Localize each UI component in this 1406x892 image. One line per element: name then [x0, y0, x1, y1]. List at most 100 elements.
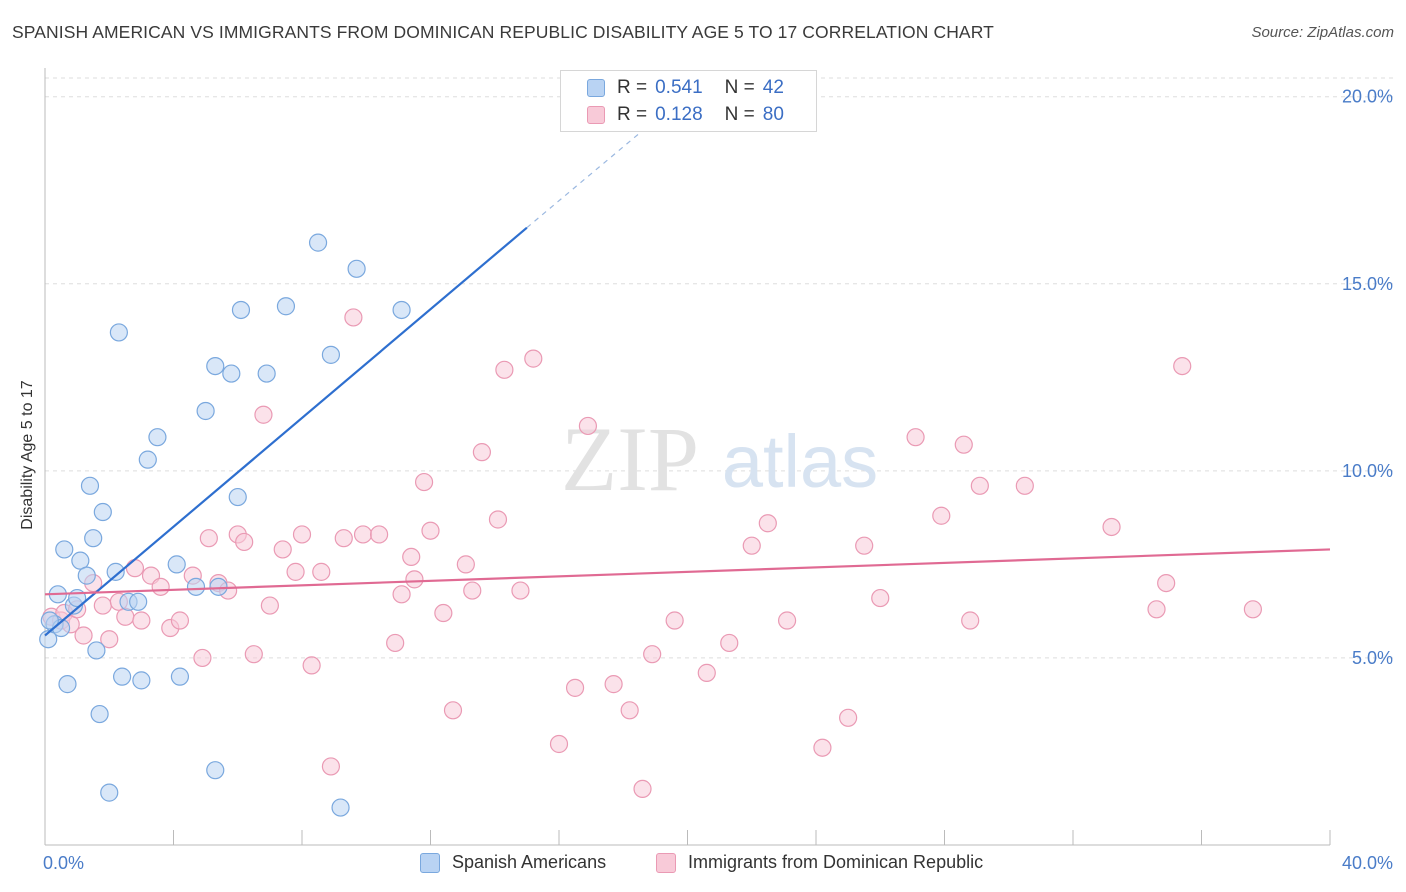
dominican-point — [511, 581, 530, 600]
dominican-point — [488, 510, 508, 529]
dominican-point — [970, 476, 989, 495]
dominican-point — [456, 555, 475, 574]
dominican-point — [665, 611, 684, 630]
legend-r-label: R = — [617, 77, 648, 98]
spanish-point — [87, 641, 106, 660]
dominican-point — [1157, 573, 1176, 593]
dominican-point — [170, 611, 190, 630]
y-tick-label: 10.0% — [1342, 461, 1393, 481]
series-spanish-points — [39, 233, 411, 817]
spanish-point — [206, 356, 225, 376]
legend-label-spanish: Spanish Americans — [452, 852, 607, 872]
tick-labels: 5.0% 10.0% 15.0% 20.0% 0.0% 40.0% — [43, 87, 1393, 873]
series-dominican-points — [42, 308, 1263, 798]
legend-row-dominican: R = 0.128 N = 80 — [587, 103, 784, 127]
dominican-point — [633, 779, 652, 798]
spanish-point — [129, 592, 148, 611]
legend-n-label: N = — [724, 77, 755, 98]
dominican-point — [100, 630, 119, 649]
legend-n-value: 42 — [762, 77, 784, 98]
legend-item-dominican[interactable]: Immigrants from Dominican Republic — [656, 852, 983, 873]
dominican-point — [421, 521, 440, 540]
dominican-point — [392, 585, 411, 604]
dominican-point — [954, 435, 973, 454]
dominican-point — [286, 562, 305, 581]
dominican-point — [443, 701, 463, 720]
dominican-point — [777, 611, 797, 630]
dominican-point — [1173, 356, 1192, 376]
dominican-point — [1243, 600, 1263, 619]
source-label: Source: ZipAtlas.com — [1251, 24, 1394, 41]
y-tick-label: 20.0% — [1342, 87, 1393, 107]
spanish-point — [71, 551, 90, 570]
dominican-point — [906, 428, 925, 447]
dominican-point — [244, 645, 263, 664]
y-tick-label: 5.0% — [1352, 648, 1393, 668]
legend-r-value: 0.541 — [655, 77, 703, 98]
spanish-point — [196, 401, 215, 421]
dominican-point — [604, 675, 623, 694]
spanish-point — [331, 798, 350, 817]
spanish-point — [170, 667, 190, 686]
dominican-point — [193, 648, 212, 668]
dominican-point — [932, 506, 951, 525]
spanish-point — [58, 675, 77, 694]
dominican-point — [839, 708, 858, 727]
legend-r-value: 0.128 — [655, 104, 703, 125]
spanish-trend-line — [44, 226, 528, 637]
dominican-point — [370, 525, 389, 544]
dominican-point — [434, 603, 453, 623]
dominican-point — [643, 645, 662, 664]
dominican-point — [260, 596, 279, 615]
legend-swatch-blue — [420, 852, 440, 873]
legend-item-spanish[interactable]: Spanish Americans — [420, 852, 606, 873]
spanish-point — [132, 671, 151, 690]
dominican-point — [386, 633, 405, 653]
legend-swatch-pink — [656, 852, 676, 873]
trend-lines — [44, 92, 1331, 637]
dominican-point — [402, 547, 421, 567]
dominican-point — [344, 308, 363, 327]
dominican-point — [116, 607, 135, 626]
dominican-point — [549, 734, 569, 754]
y-tick-label: 15.0% — [1342, 274, 1393, 294]
spanish-point — [228, 487, 247, 507]
spanish-point — [90, 704, 109, 724]
dominican-point — [125, 559, 145, 578]
spanish-point — [392, 300, 411, 320]
series-legend: Spanish Americans Immigrants from Domini… — [0, 852, 1406, 878]
legend-label-dominican: Immigrants from Dominican Republic — [688, 852, 984, 872]
spanish-point — [106, 562, 125, 581]
dominican-point — [742, 536, 761, 555]
spanish-point — [209, 577, 228, 596]
dominican-point — [254, 405, 273, 424]
x-tick-label: 0.0% — [43, 853, 84, 873]
dominican-point — [871, 588, 890, 608]
spanish-point — [39, 630, 58, 649]
dominican-point — [132, 611, 151, 630]
spanish-point — [167, 555, 186, 574]
correlation-legend: R = 0.541 N = 42 R = 0.128 N = 80 — [560, 70, 817, 132]
spanish-point — [257, 364, 276, 383]
spanish-point — [55, 540, 74, 559]
dominican-point — [312, 562, 331, 581]
dominican-point — [1102, 517, 1121, 537]
spanish-point — [40, 611, 59, 630]
y-axis-label: Disability Age 5 to 17 — [19, 380, 36, 530]
spanish-point — [100, 783, 119, 802]
legend-swatch-pink — [587, 106, 605, 124]
dominican-point — [565, 678, 585, 697]
spanish-point — [347, 259, 366, 278]
spanish-point — [321, 345, 341, 364]
dominican-point — [697, 663, 716, 682]
spanish-point — [77, 566, 96, 585]
dominican-point — [463, 581, 482, 600]
chart-title: SPANISH AMERICAN VS IMMIGRANTS FROM DOMI… — [12, 22, 994, 42]
dominican-point — [813, 738, 832, 757]
spanish-point — [80, 476, 100, 495]
legend-swatch-blue — [587, 79, 605, 97]
dominican-point — [1147, 600, 1166, 619]
dominican-point — [151, 577, 170, 596]
spanish-point — [231, 300, 251, 320]
